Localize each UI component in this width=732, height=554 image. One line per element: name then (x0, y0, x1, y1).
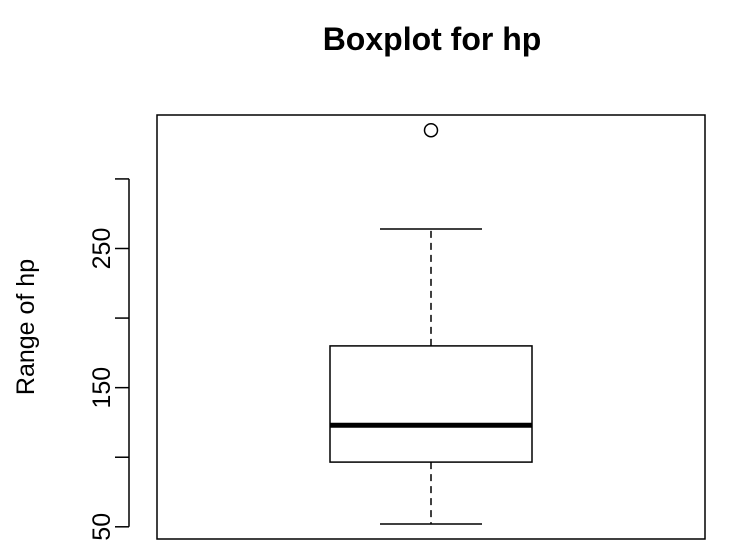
y-axis-label: Range of hp (12, 259, 40, 395)
y-axis: 50 150 250 (88, 178, 130, 541)
interquartile-box (329, 345, 533, 463)
y-tick-label-250: 250 (88, 228, 116, 270)
chart-title: Boxplot for hp (323, 21, 542, 57)
y-tick-label-150: 150 (88, 367, 116, 409)
y-tick-label-50: 50 (88, 513, 116, 541)
box-group (329, 122, 533, 525)
plot-frame (156, 114, 706, 540)
outlier-point-0 (423, 122, 439, 138)
